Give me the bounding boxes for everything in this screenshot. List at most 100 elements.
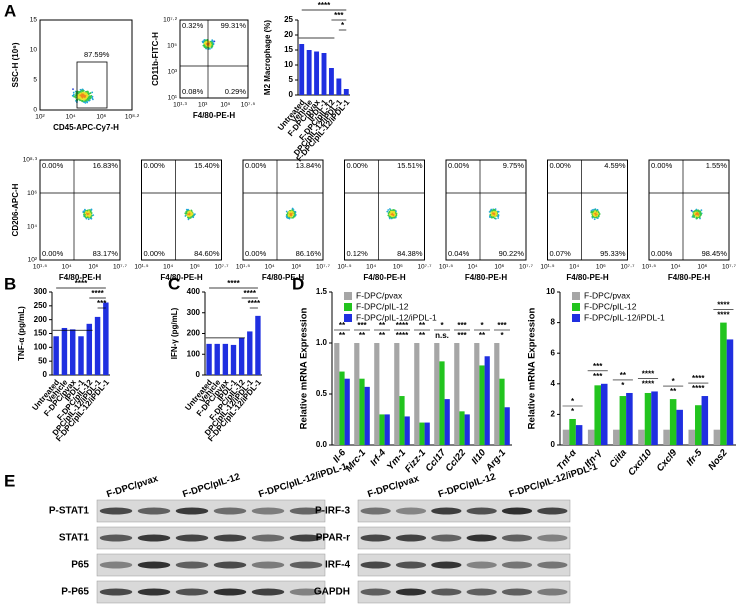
event-dot — [285, 215, 288, 218]
bar — [306, 50, 312, 95]
sig-label: ** — [339, 331, 346, 340]
blot-strip — [357, 553, 571, 577]
y-tick-label: 15 — [284, 45, 293, 54]
quadrant-percent: 90.22% — [499, 249, 525, 258]
sig-label: *** — [593, 372, 603, 381]
bar — [238, 337, 245, 375]
bar — [424, 422, 430, 445]
bar — [214, 343, 220, 375]
x-tick-label: 10⁶ — [596, 264, 606, 271]
event-dot — [291, 207, 294, 210]
event-dot — [395, 214, 398, 217]
event-dot — [187, 218, 190, 221]
event-dot — [205, 41, 208, 43]
x-tick-label: 10⁴ — [671, 264, 681, 271]
event-dot — [292, 213, 294, 216]
sig-label: * — [571, 407, 575, 416]
x-tick-label: 10⁴ — [66, 114, 76, 121]
event-dot — [288, 217, 291, 220]
blot-band — [289, 561, 323, 569]
bar — [644, 392, 652, 445]
sig-label: **** — [692, 374, 705, 383]
bar — [399, 396, 405, 445]
event-dot — [290, 210, 293, 213]
lane-label: F-DPC/pvax — [105, 473, 160, 500]
lane-label: F-DPC/pvax — [366, 473, 421, 500]
event-dot — [697, 213, 700, 216]
quadrant-percent: 0.12% — [347, 249, 369, 258]
event-dot — [392, 214, 395, 217]
bar — [374, 343, 380, 445]
legend-label: F-DPC/pIL-12 — [356, 301, 409, 311]
event-dot — [595, 216, 598, 219]
bar — [594, 385, 601, 445]
bar — [464, 414, 470, 445]
x-tick-label: 10⁷·⁷ — [113, 264, 128, 271]
event-dot — [597, 211, 600, 214]
event-dot — [84, 93, 87, 96]
event-dot — [89, 95, 92, 98]
bar — [484, 356, 490, 445]
event-dot — [187, 211, 190, 214]
y-tick-label: 2 — [551, 410, 556, 419]
event-dot — [88, 99, 91, 101]
bar — [600, 383, 608, 445]
x-tick-label: Ccl22 — [443, 447, 468, 474]
bar — [206, 343, 212, 375]
y-tick-label: 200 — [34, 315, 48, 324]
event-dot — [190, 214, 193, 217]
event-dot — [699, 211, 702, 213]
y-tick-label: 5 — [289, 75, 294, 84]
bar — [394, 343, 400, 445]
legend-swatch — [344, 303, 352, 311]
panel-label: A — [4, 1, 16, 20]
bar — [688, 429, 696, 445]
sig-label: *** — [97, 299, 107, 308]
quadrant-percent: 0.00% — [347, 161, 369, 170]
y-tick-label: 5 — [33, 77, 37, 84]
blot-band — [99, 588, 133, 596]
event-dot — [495, 213, 498, 216]
bar — [713, 429, 721, 445]
x-tick-label: 10¹·³ — [173, 102, 188, 109]
sig-label: *** — [334, 11, 344, 20]
bar — [474, 343, 480, 445]
bar — [613, 429, 620, 445]
quadrant-percent: 15.51% — [397, 161, 423, 170]
x-axis-label: F4/80-PE-H — [566, 273, 608, 282]
event-dot — [492, 214, 494, 217]
sig-label: ** — [419, 321, 426, 330]
sig-label: **** — [717, 301, 730, 310]
bar — [587, 429, 595, 445]
y-tick-label: 300 — [34, 287, 48, 296]
event-dot — [82, 89, 85, 92]
blot-band — [431, 588, 462, 596]
blot-band — [395, 507, 427, 515]
bar — [626, 392, 633, 445]
sig-label: ** — [419, 331, 426, 340]
event-dot — [88, 215, 91, 218]
y-tick-label: 50 — [38, 356, 47, 365]
sig-label: **** — [642, 370, 655, 379]
sig-label: * — [480, 321, 484, 330]
event-dot — [698, 216, 701, 219]
blot-band — [251, 507, 285, 515]
sig-label: *** — [357, 321, 367, 330]
x-tick-label: Arg-1 — [483, 447, 508, 474]
y-tick-label: 1.0 — [316, 338, 328, 347]
row-label: P-IRF-3 — [315, 506, 350, 517]
y-tick-label: 150 — [34, 329, 48, 338]
quadrant-percent: 98.45% — [702, 249, 728, 258]
y-tick-label: 10 — [284, 60, 293, 69]
event-dot — [80, 94, 82, 97]
row-label: PPAR-r — [316, 533, 350, 544]
event-dot — [497, 214, 500, 216]
sig-label: **** — [244, 289, 257, 298]
bar — [86, 323, 93, 375]
event-dot — [89, 92, 92, 94]
quadrant-percent: 0.00% — [651, 161, 673, 170]
bar — [479, 365, 485, 445]
y-tick-label: 0 — [289, 90, 294, 99]
event-dot — [392, 211, 395, 214]
sig-label: **** — [318, 1, 331, 10]
